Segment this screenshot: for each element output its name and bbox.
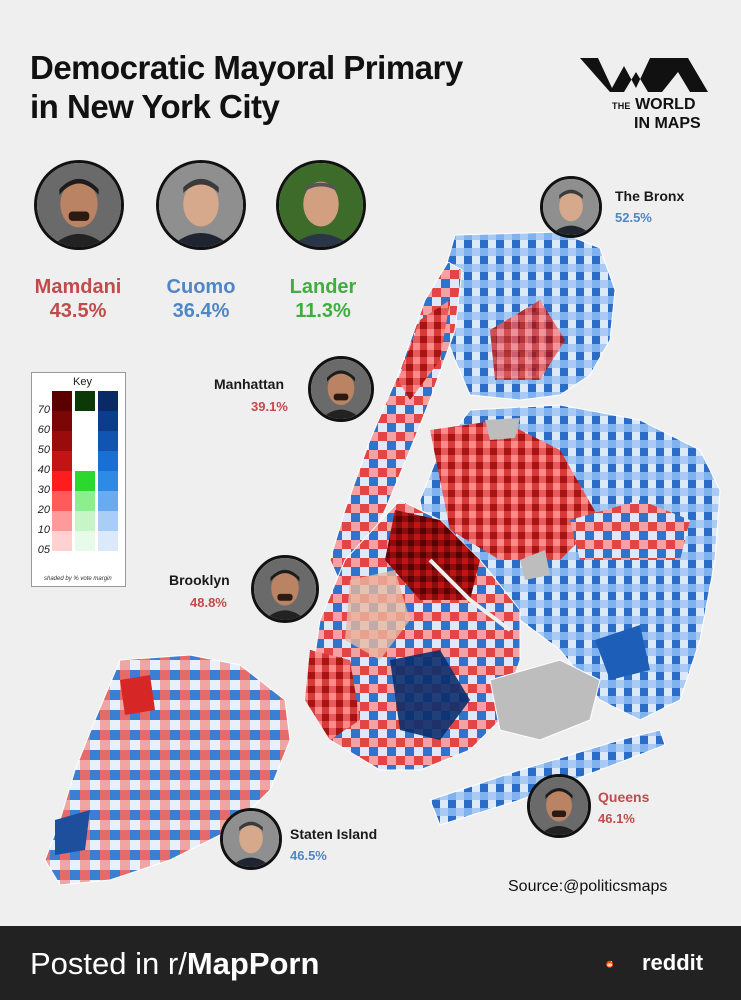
key-swatch xyxy=(98,511,118,531)
key-level-label: 20 xyxy=(37,504,50,516)
key-swatch xyxy=(52,391,72,411)
reddit-wordmark: reddit xyxy=(642,950,704,975)
mamdani-name: Mamdani xyxy=(34,276,122,298)
manhattan-pct: 39.1% xyxy=(251,399,288,414)
key-swatch xyxy=(98,431,118,451)
brooklyn-avatar xyxy=(251,555,319,623)
key-swatch xyxy=(75,471,95,491)
manhattan-label: Manhattan xyxy=(214,376,284,392)
key-swatch xyxy=(98,411,118,431)
logo-text: THE WORLD IN MAPS xyxy=(612,96,701,132)
key-level-label: 05 xyxy=(37,544,50,556)
key-swatch xyxy=(52,431,72,451)
mamdani-pct: 43.5% xyxy=(49,300,107,322)
key-swatch xyxy=(52,411,72,431)
world-in-maps-logo xyxy=(580,58,708,92)
key-swatch xyxy=(75,451,95,471)
staten-island-label: Staten Island xyxy=(290,826,378,842)
title-line-2: in New York City xyxy=(30,88,280,125)
key-swatch xyxy=(52,491,72,511)
brooklyn-pct: 48.8% xyxy=(190,595,227,610)
brooklyn-label: Brooklyn xyxy=(169,572,230,588)
posted-in-text: Posted in r/MapPorn xyxy=(30,946,320,981)
cuomo-name: Cuomo xyxy=(166,276,236,298)
source-credit: Source:@politicsmaps xyxy=(508,878,668,895)
key-level-label: 30 xyxy=(37,484,50,496)
key-swatch xyxy=(75,531,95,551)
key-level-label: 60 xyxy=(37,424,50,436)
key-swatch xyxy=(98,471,118,491)
bronx-label: The Bronx xyxy=(615,188,685,204)
cuomo-avatar xyxy=(156,160,246,250)
key-swatch xyxy=(98,451,118,471)
lander-name: Lander xyxy=(289,276,357,298)
lander-pct: 11.3% xyxy=(295,300,351,322)
manhattan-avatar xyxy=(308,356,374,422)
footer-bar xyxy=(0,926,741,1000)
reddit-logo-icon xyxy=(606,960,614,968)
infographic-canvas: Democratic Mayoral Primary in New York C… xyxy=(30,48,721,895)
key-swatch xyxy=(98,391,118,411)
lander-avatar xyxy=(276,160,366,250)
key-note: shaded by % vote margin xyxy=(44,576,112,582)
key-swatch xyxy=(52,531,72,551)
key-swatches xyxy=(52,391,118,551)
key-title: Key xyxy=(73,376,92,388)
title-line-1: Democratic Mayoral Primary xyxy=(30,49,463,86)
staten-island-pct: 46.5% xyxy=(290,848,327,863)
key-level-label: 10 xyxy=(37,524,50,536)
queens-avatar xyxy=(527,774,591,838)
key-swatch xyxy=(75,411,95,431)
key-swatch xyxy=(75,391,95,411)
bronx-pct: 52.5% xyxy=(615,210,652,225)
key-swatch xyxy=(75,511,95,531)
key-swatch xyxy=(98,491,118,511)
key-level-label: 50 xyxy=(37,444,50,456)
page-title: Democratic Mayoral Primary in New York C… xyxy=(30,48,463,126)
bronx-avatar xyxy=(540,176,602,238)
nyc-choropleth-map xyxy=(44,231,721,886)
key-swatch xyxy=(75,491,95,511)
key-swatch xyxy=(52,471,72,491)
queens-pct: 46.1% xyxy=(598,811,635,826)
key-swatch xyxy=(52,511,72,531)
key-swatch xyxy=(98,531,118,551)
staten-island-avatar xyxy=(220,808,282,870)
key-swatch xyxy=(75,431,95,451)
queens-label: Queens xyxy=(598,789,650,805)
key-level-label: 70 xyxy=(37,404,50,416)
key-level-label: 40 xyxy=(37,464,50,476)
cuomo-pct: 36.4% xyxy=(172,300,230,322)
mamdani-avatar xyxy=(34,160,124,250)
key-swatch xyxy=(52,451,72,471)
